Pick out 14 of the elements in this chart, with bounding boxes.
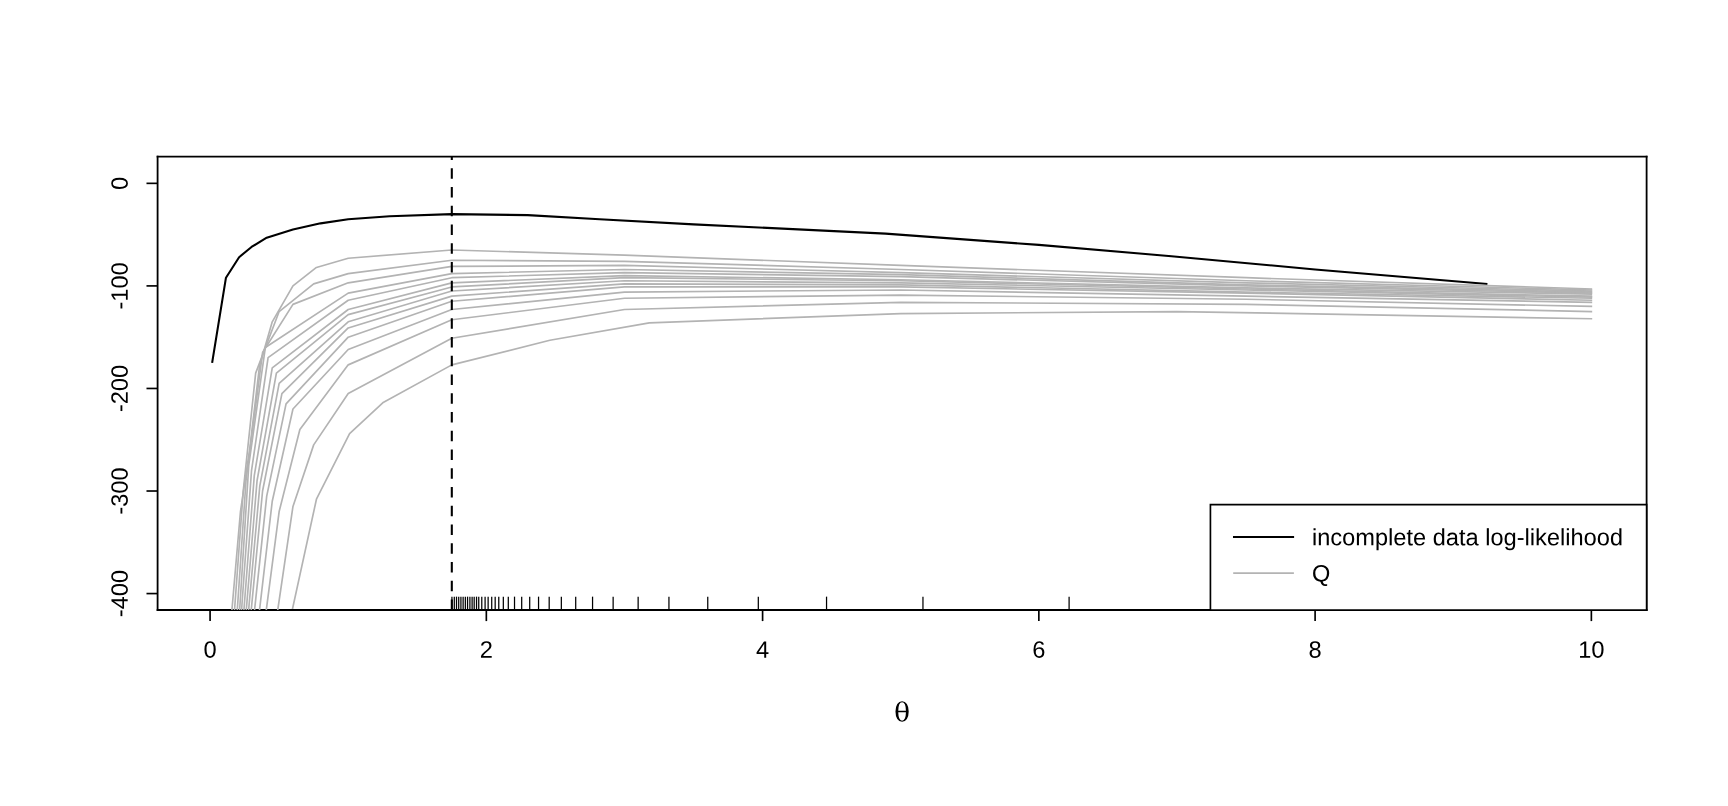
y-tick-label: -300 — [111, 468, 128, 514]
x-tick-label: 4 — [756, 641, 769, 658]
x-tick-label: 0 — [204, 641, 216, 658]
y-tick-label: 0 — [111, 177, 128, 189]
legend-label: incomplete data log-likelihood — [1313, 528, 1622, 551]
x-tick-label: 6 — [1033, 641, 1045, 658]
x-tick-label: 10 — [1580, 641, 1604, 658]
y-tick-label: -200 — [111, 365, 128, 412]
y-tick-label: -400 — [111, 570, 128, 617]
x-axis-title: θ — [895, 701, 909, 722]
x-tick-label: 2 — [480, 641, 492, 658]
y-tick-label: -100 — [111, 263, 128, 309]
x-tick-label: 8 — [1309, 641, 1321, 658]
legend-label: Q — [1313, 564, 1330, 586]
